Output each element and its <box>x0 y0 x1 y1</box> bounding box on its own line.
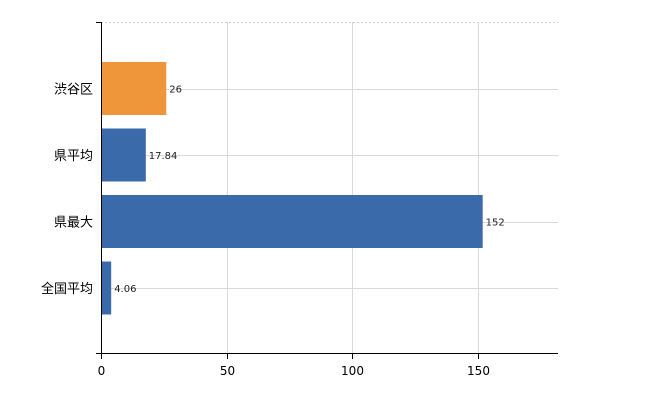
category-label: 県平均 <box>54 149 93 164</box>
data-label: 17.84 <box>149 151 178 162</box>
category-label: 渋谷区 <box>54 83 93 98</box>
label-layer: 26 渋谷区 17.84 県平均 152 県最大 4.06 全国平均 0 50 100 150 <box>41 83 505 379</box>
axis-layer <box>96 22 558 359</box>
x-tick-label: 100 <box>341 364 364 378</box>
bar <box>102 62 167 115</box>
x-tick-label: 0 <box>98 364 106 378</box>
x-tick-label: 150 <box>467 364 490 378</box>
bar <box>102 128 146 182</box>
category-label: 県最大 <box>54 216 93 231</box>
x-tick-label: 50 <box>220 364 235 378</box>
bar <box>102 261 112 315</box>
category-label: 全国平均 <box>41 281 93 297</box>
data-label: 152 <box>486 218 505 229</box>
grid-layer <box>101 22 558 353</box>
data-label: 26 <box>169 85 182 96</box>
bar <box>102 195 483 248</box>
data-label: 4.06 <box>114 284 136 295</box>
bar-layer <box>102 62 483 315</box>
